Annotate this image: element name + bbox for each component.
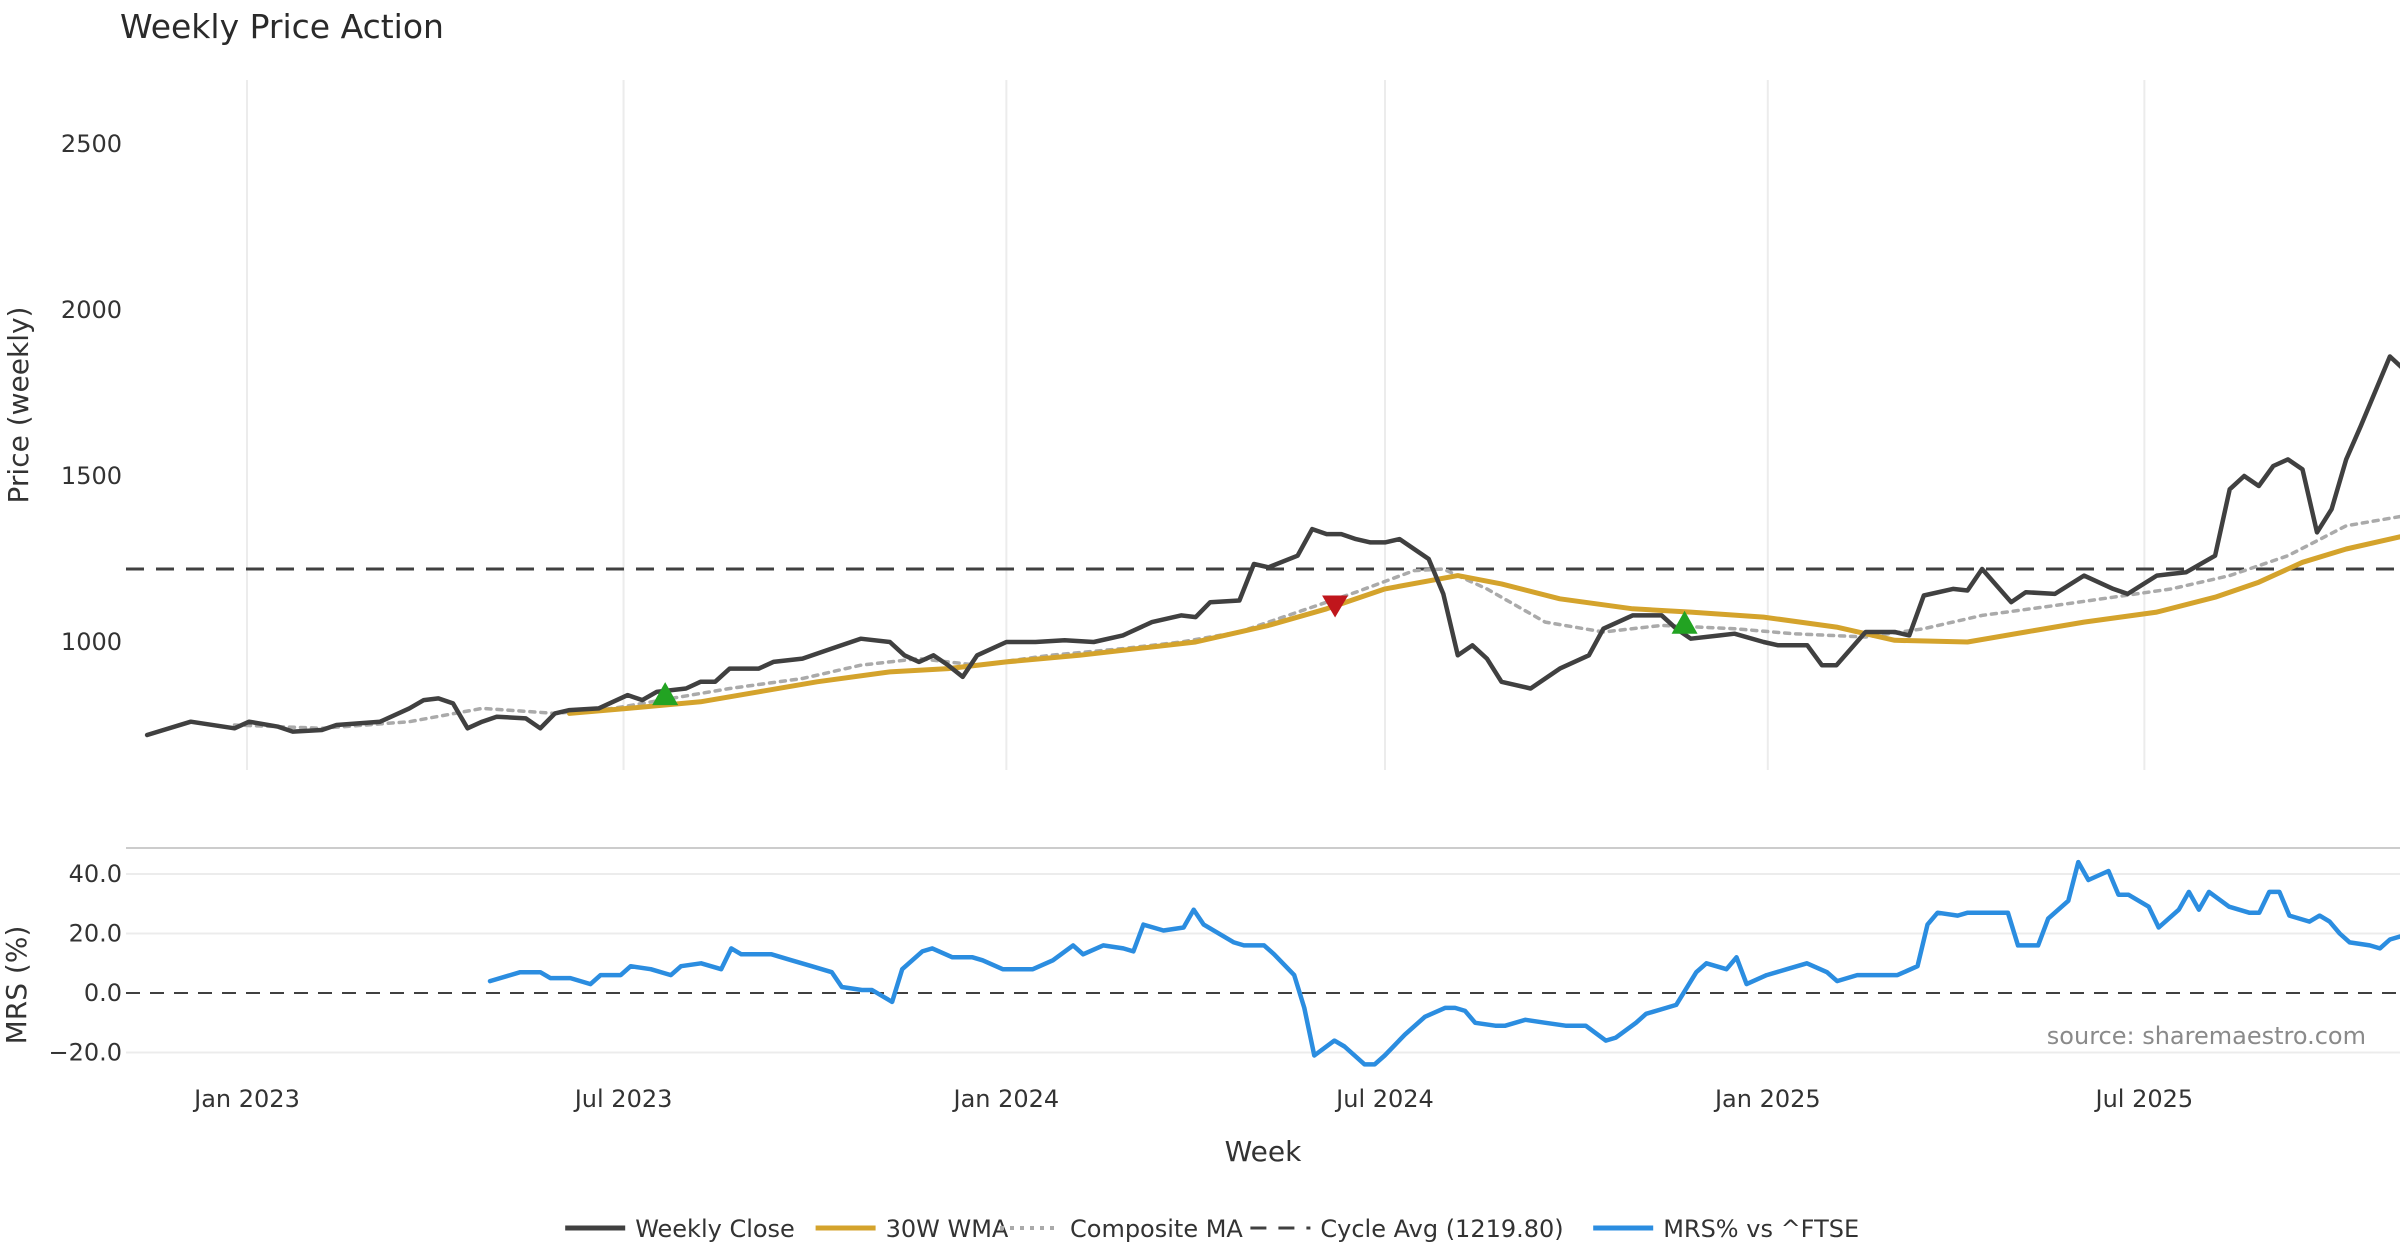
price-y-axis-title: Price (weekly) [2,307,35,504]
legend-label: MRS% vs ^FTSE [1663,1215,1859,1243]
chart-title: Weekly Price Action [120,7,444,46]
legend-item: Composite MA [1000,1215,1243,1243]
legend: Weekly Close 30W WMA Composite MA Cycle Avg… [565,1215,1859,1243]
sell-signal-marker [1322,595,1349,618]
price-y-tick-label: 1500 [61,462,122,490]
mrs-y-tick-labels: −20.0 0.0 20.0 40.0 [48,860,122,1067]
x-tick-label: Jan 2023 [192,1085,300,1113]
mrs-gridlines [126,873,2400,1054]
signal-markers [652,595,1698,706]
source-label: source: sharemaestro.com [2047,1022,2366,1050]
price-panel: 1000 1500 2000 2500 Price (weekly) [2,80,2400,770]
legend-label: Composite MA [1070,1215,1243,1243]
series-composite-ma [232,514,2400,731]
x-tick-label: Jul 2025 [2094,1085,2194,1113]
series-mrs-vs-ftse [487,859,2400,1067]
price-gridlines [246,80,2146,770]
mrs-y-tick-label: 0.0 [84,979,122,1007]
x-tick-labels: Jan 2023 Jul 2023 Jan 2024 Jul 2024 Jan 2025… [192,1085,2193,1113]
legend-label: Cycle Avg (1219.80) [1320,1215,1563,1243]
legend-item: MRS% vs ^FTSE [1593,1215,1859,1243]
x-tick-label: Jul 2024 [1334,1085,1434,1113]
buy-signal-marker [652,682,679,706]
price-y-tick-labels: 1000 1500 2000 2500 [61,130,122,656]
x-tick-label: Jan 2025 [1713,1085,1821,1113]
series-weekly-close [144,354,2400,738]
mrs-y-tick-label: −20.0 [48,1039,122,1067]
price-y-tick-label: 2500 [61,130,122,158]
mrs-panel: −20.0 0.0 20.0 40.0 MRS (%) source: sharema… [0,847,2400,1067]
series-30w-wma [567,534,2400,716]
price-y-tick-label: 2000 [61,296,122,324]
x-tick-label: Jul 2023 [573,1085,673,1113]
mrs-y-tick-label: 40.0 [69,860,122,888]
price-y-tick-label: 1000 [61,628,122,656]
buy-signal-marker [1671,610,1698,634]
mrs-series [487,859,2400,1067]
legend-item: Cycle Avg (1219.80) [1250,1215,1564,1243]
x-tick-label: Jan 2024 [952,1085,1060,1113]
mrs-y-axis-title: MRS (%) [0,926,33,1045]
price-series [144,354,2400,738]
legend-label: Weekly Close [635,1215,795,1243]
legend-item: Weekly Close [565,1215,795,1243]
legend-label: 30W WMA [886,1215,1009,1243]
mrs-y-tick-label: 20.0 [69,920,122,948]
legend-item: 30W WMA [815,1215,1009,1243]
x-axis-title: Week [1225,1135,1302,1168]
